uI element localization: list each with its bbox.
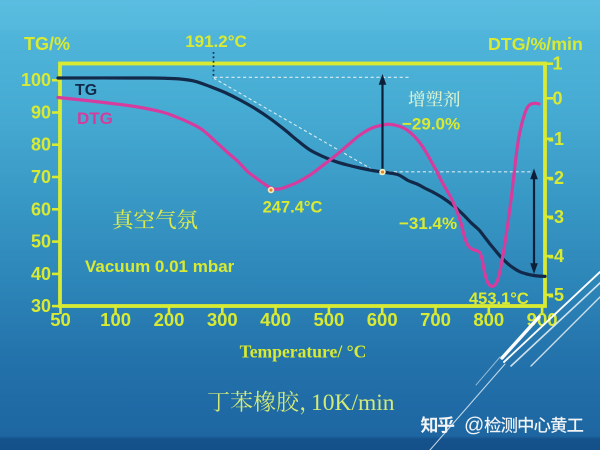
svg-text:-1: -1 bbox=[548, 129, 564, 149]
svg-text:-3: -3 bbox=[548, 207, 564, 227]
svg-text:800: 800 bbox=[473, 309, 504, 330]
svg-text:100: 100 bbox=[100, 309, 131, 330]
svg-text:191.2°C: 191.2°C bbox=[185, 32, 247, 51]
svg-text:0: 0 bbox=[552, 88, 562, 108]
svg-text:247.4°C: 247.4°C bbox=[263, 199, 323, 217]
svg-text:300: 300 bbox=[207, 309, 238, 330]
svg-text:30: 30 bbox=[31, 296, 51, 316]
svg-text:70: 70 bbox=[31, 167, 51, 187]
svg-text:1: 1 bbox=[552, 54, 562, 74]
svg-text:900: 900 bbox=[527, 309, 558, 330]
svg-text:10K/min: 10K/min bbox=[311, 390, 395, 416]
svg-text:200: 200 bbox=[154, 309, 185, 330]
svg-text:100: 100 bbox=[21, 70, 51, 90]
svg-text:TG: TG bbox=[75, 82, 97, 99]
svg-text:Vacuum 0.01 mbar: Vacuum 0.01 mbar bbox=[85, 257, 235, 276]
svg-text:600: 600 bbox=[367, 309, 398, 330]
svg-text:453.1°C: 453.1°C bbox=[469, 290, 529, 308]
svg-text:50: 50 bbox=[50, 309, 71, 330]
svg-text:−29.0%: −29.0% bbox=[402, 115, 460, 134]
svg-text:@: @ bbox=[464, 415, 484, 437]
svg-text:DTG/%/min: DTG/%/min bbox=[488, 34, 583, 54]
svg-text:90: 90 bbox=[31, 103, 51, 123]
svg-text:400: 400 bbox=[260, 309, 291, 330]
svg-text:-2: -2 bbox=[548, 168, 564, 188]
svg-text:-4: -4 bbox=[548, 246, 564, 266]
svg-text:500: 500 bbox=[313, 309, 344, 330]
svg-text:DTG: DTG bbox=[77, 109, 113, 128]
svg-text:−31.4%: −31.4% bbox=[399, 214, 457, 233]
svg-text:40: 40 bbox=[31, 264, 51, 284]
svg-text:-5: -5 bbox=[548, 285, 564, 305]
svg-text:700: 700 bbox=[420, 309, 451, 330]
svg-text:50: 50 bbox=[31, 232, 51, 252]
svg-text:TG/%: TG/% bbox=[24, 34, 70, 54]
svg-text:60: 60 bbox=[31, 199, 51, 219]
svg-text:80: 80 bbox=[31, 135, 51, 155]
svg-text:Temperature/ °C: Temperature/ °C bbox=[240, 342, 367, 362]
